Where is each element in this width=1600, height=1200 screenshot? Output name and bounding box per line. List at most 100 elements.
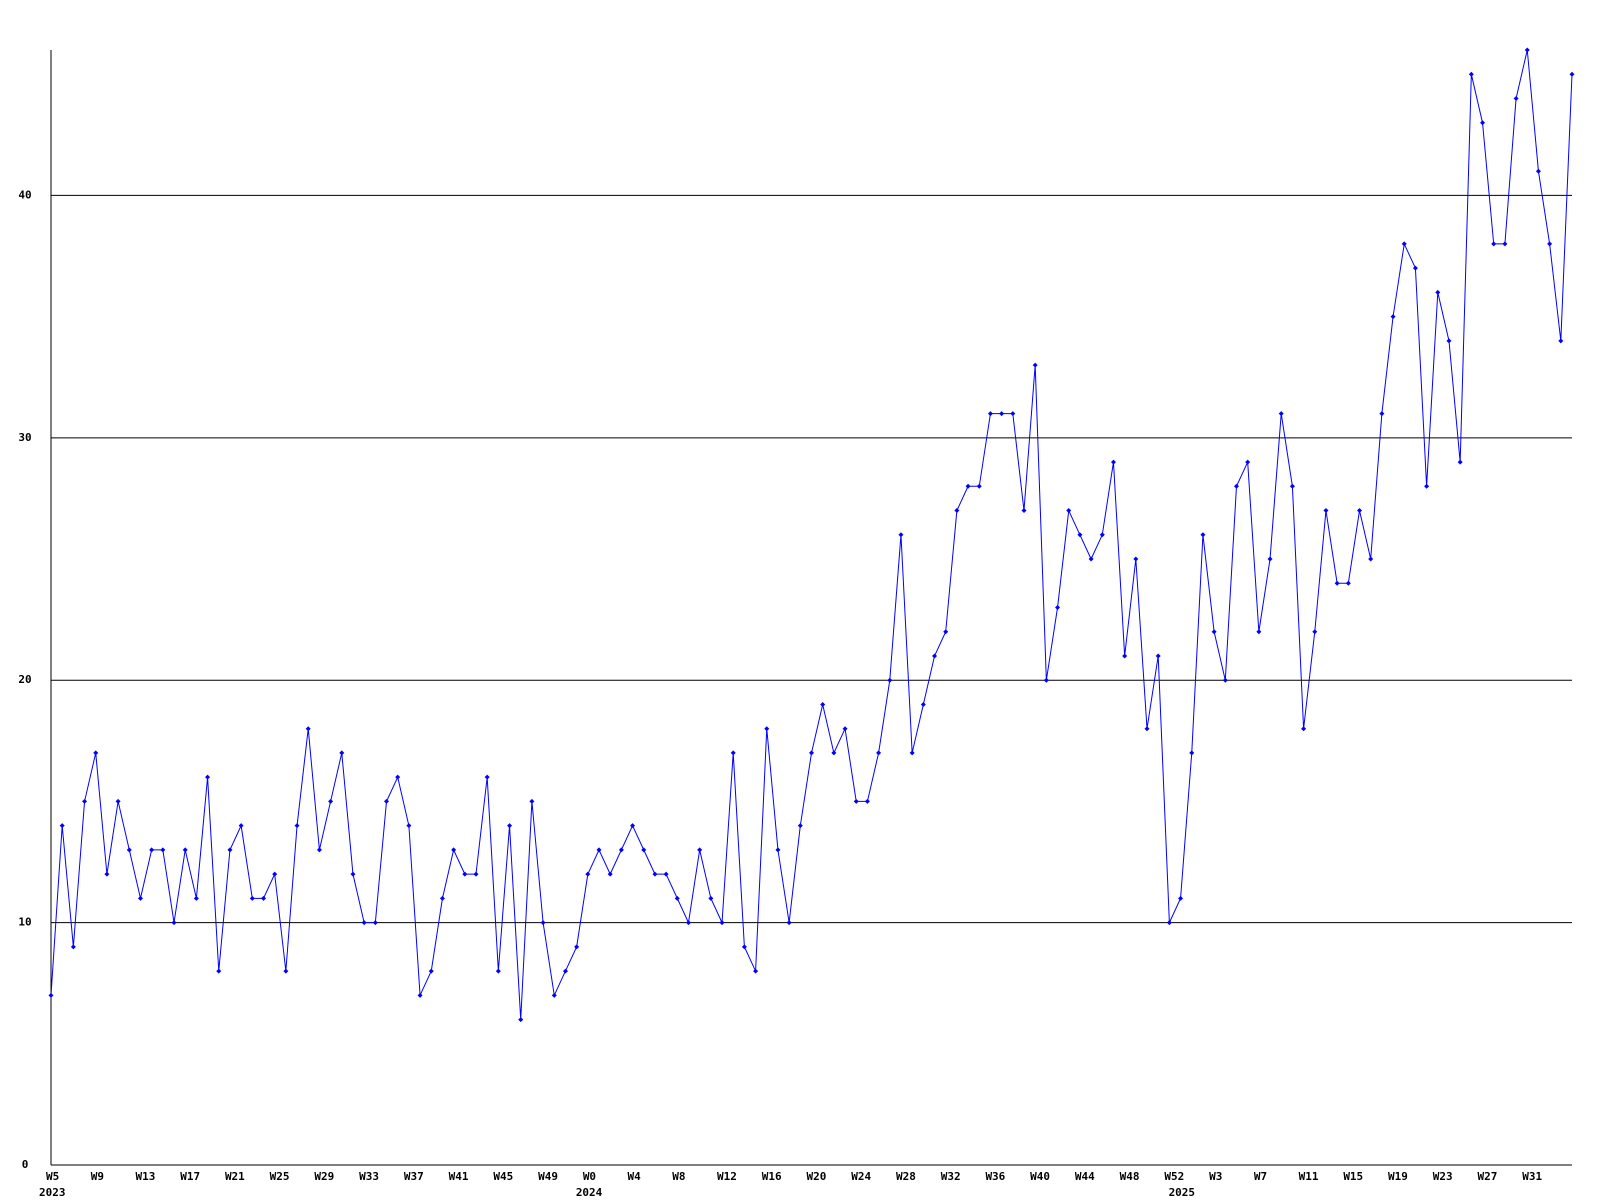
point-marker — [1099, 532, 1105, 538]
point-marker — [1401, 241, 1407, 247]
point-marker — [462, 871, 468, 877]
point-marker — [641, 847, 647, 853]
point-marker — [283, 968, 289, 974]
point-marker — [1535, 168, 1541, 174]
point-marker — [864, 798, 870, 804]
y-tick-label: 10 — [18, 916, 31, 929]
point-marker — [48, 992, 54, 998]
point-marker — [1558, 338, 1564, 344]
point-marker — [361, 920, 367, 926]
point-marker — [1178, 895, 1184, 901]
point-marker — [596, 847, 602, 853]
point-marker — [1155, 653, 1161, 659]
point-marker — [1055, 605, 1061, 610]
point-marker — [417, 992, 423, 998]
point-marker — [227, 847, 233, 853]
x-tick-label: W31 — [1522, 1170, 1542, 1183]
point-marker — [909, 750, 915, 756]
point-marker — [820, 701, 826, 707]
point-marker — [1077, 532, 1083, 538]
point-marker — [328, 798, 334, 804]
x-tick-label: W36 — [985, 1170, 1005, 1183]
point-marker — [339, 750, 345, 756]
point-marker — [697, 847, 703, 853]
point-marker — [160, 847, 166, 853]
point-marker — [1144, 726, 1150, 732]
point-marker — [562, 968, 568, 974]
point-marker — [1513, 95, 1519, 101]
point-marker — [1480, 120, 1486, 126]
x-tick-label: W49 — [538, 1170, 558, 1183]
x-year-label: 2024 — [576, 1186, 603, 1199]
point-marker — [182, 847, 188, 853]
point-marker — [999, 411, 1005, 417]
point-marker — [1547, 241, 1553, 247]
point-marker — [1032, 362, 1038, 368]
point-marker — [238, 823, 244, 829]
point-marker — [753, 968, 759, 974]
point-marker — [305, 726, 311, 732]
point-marker — [943, 629, 949, 635]
point-marker — [965, 483, 971, 489]
x-tick-label: W19 — [1388, 1170, 1408, 1183]
point-marker — [1289, 483, 1295, 489]
point-marker — [384, 798, 390, 804]
x-tick-label: W16 — [762, 1170, 782, 1183]
x-tick-label: W37 — [404, 1170, 424, 1183]
x-tick-label: W45 — [493, 1170, 513, 1183]
point-marker — [932, 653, 938, 659]
y-tick-label: 30 — [18, 431, 31, 444]
point-marker — [1334, 580, 1340, 586]
point-marker — [1211, 629, 1217, 635]
x-tick-label: W15 — [1343, 1170, 1363, 1183]
point-marker — [1122, 653, 1128, 659]
x-tick-label: W20 — [807, 1170, 827, 1183]
point-marker — [205, 774, 211, 780]
point-marker — [1368, 556, 1374, 562]
point-marker — [730, 750, 736, 756]
point-marker — [618, 847, 624, 853]
point-marker — [272, 871, 278, 877]
x-tick-label: W3 — [1209, 1170, 1222, 1183]
point-marker — [406, 823, 412, 829]
x-tick-label: W44 — [1075, 1170, 1095, 1183]
y-tick-label: 40 — [18, 188, 31, 201]
point-marker — [1457, 459, 1463, 465]
point-marker — [1166, 920, 1172, 926]
x-tick-label: W17 — [180, 1170, 200, 1183]
point-marker — [987, 411, 993, 417]
point-marker — [260, 895, 266, 901]
point-marker — [1010, 411, 1016, 417]
x-year-label: 2023 — [39, 1186, 66, 1199]
x-tick-label: W33 — [359, 1170, 379, 1183]
point-marker — [70, 944, 76, 950]
x-tick-label: W21 — [225, 1170, 245, 1183]
y-tick-label: 20 — [18, 673, 31, 686]
point-marker — [876, 750, 882, 756]
point-marker — [82, 798, 88, 804]
point-marker — [1267, 556, 1273, 562]
point-marker — [1491, 241, 1497, 247]
point-marker — [853, 798, 859, 804]
point-marker — [439, 895, 445, 901]
point-marker — [1133, 556, 1139, 562]
point-marker — [93, 750, 99, 756]
x-tick-label: W11 — [1299, 1170, 1319, 1183]
x-tick-label: W9 — [91, 1170, 104, 1183]
point-marker — [976, 483, 982, 489]
x-tick-label: W27 — [1478, 1170, 1498, 1183]
point-marker — [104, 871, 110, 877]
x-tick-label: W13 — [135, 1170, 155, 1183]
point-marker — [1110, 459, 1116, 465]
point-marker — [1233, 483, 1239, 489]
point-marker — [1021, 508, 1027, 514]
point-marker — [775, 847, 781, 853]
point-marker — [249, 895, 255, 901]
point-marker — [1412, 265, 1418, 271]
x-tick-label: W12 — [717, 1170, 737, 1183]
point-marker — [350, 871, 356, 877]
point-marker — [842, 726, 848, 732]
point-marker — [652, 871, 658, 877]
